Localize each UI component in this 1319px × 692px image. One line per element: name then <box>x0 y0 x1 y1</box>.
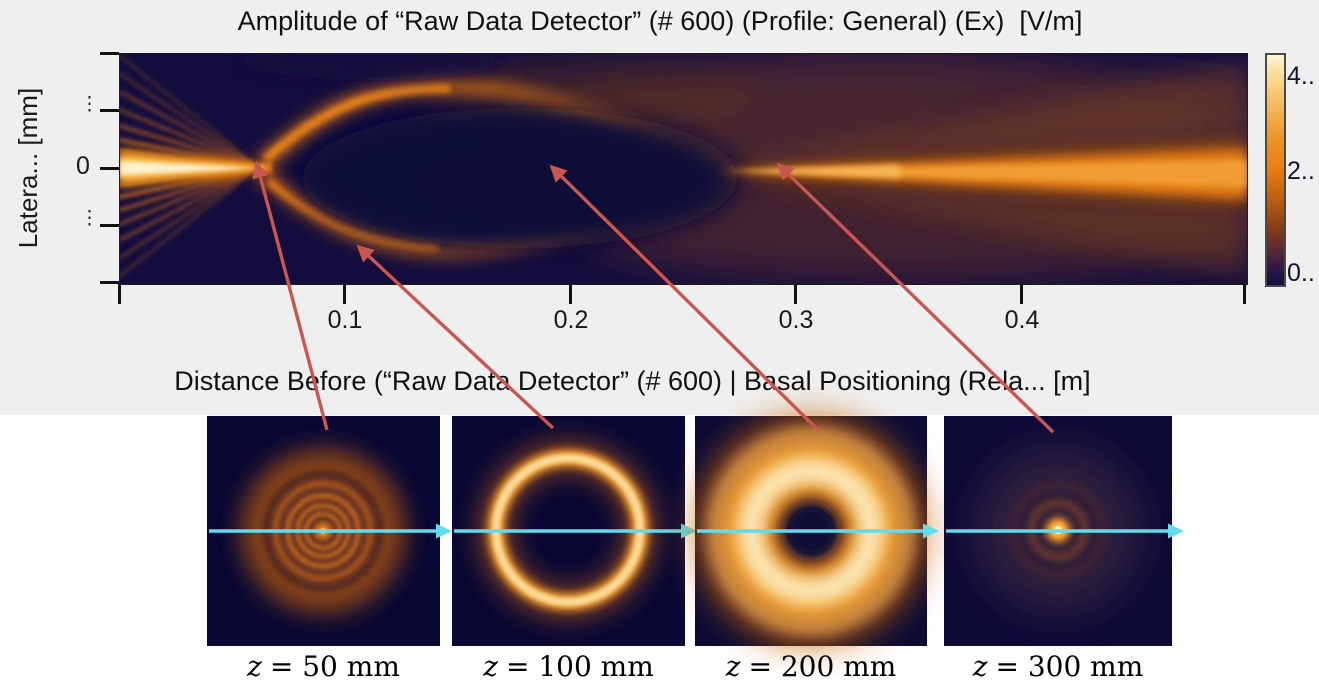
beam-propagation-heatmap <box>120 54 1247 284</box>
x-tick <box>794 284 797 304</box>
z-value: = 50 mm <box>269 650 400 683</box>
y-tick <box>100 52 119 55</box>
x-tick-label: 0.3 <box>778 306 814 334</box>
heatmap-canvas[interactable] <box>119 53 1248 285</box>
plot-panel: Amplitude of “Raw Data Detector” (# 600)… <box>0 0 1319 415</box>
colorbar-tick-label: 2.. <box>1287 157 1315 185</box>
y-tick <box>100 224 119 227</box>
x-tick <box>343 284 346 304</box>
y-tick-label-truncated: ⋮ <box>80 208 99 229</box>
x-tick-label: 0.2 <box>553 306 589 334</box>
colorbar-tick-label: 0.. <box>1287 259 1315 287</box>
inset-z50 <box>207 416 452 646</box>
x-tick <box>1243 284 1246 304</box>
y-axis-label: Latera... [mm] <box>13 87 43 249</box>
beam-axis-arrow <box>209 523 452 539</box>
inset-z300 <box>944 416 1184 646</box>
z-value: = 100 mm <box>505 650 654 683</box>
beam-axis-arrow <box>946 523 1184 539</box>
axial-null <box>302 108 738 248</box>
y-tick-label-truncated: ⋮ <box>80 94 99 115</box>
x-tick-label: 0.1 <box>327 306 363 334</box>
inset-z200 <box>695 416 939 646</box>
z-value: = 300 mm <box>995 650 1144 683</box>
y-tick <box>100 281 119 284</box>
inset-z100 <box>452 416 697 646</box>
z-symbol: z <box>725 650 741 683</box>
z-symbol: z <box>247 650 262 683</box>
line-focus <box>120 149 270 187</box>
x-axis-label: Distance Before (“Raw Data Detector” (# … <box>174 366 1091 396</box>
x-tick-label: 0.4 <box>1004 306 1040 334</box>
inset-caption-z100: z = 100 mm <box>452 650 685 683</box>
inset-caption-z50: z = 50 mm <box>207 650 440 683</box>
y-tick-label-zero: 0 <box>76 152 90 180</box>
colorbar <box>1265 53 1286 287</box>
x-tick <box>118 284 121 304</box>
inset-caption-z200: z = 200 mm <box>695 650 927 683</box>
z-symbol: z <box>483 650 498 683</box>
beam-axis-arrow <box>697 523 939 539</box>
colorbar-tick-label: 4.. <box>1287 62 1315 90</box>
x-tick <box>1020 284 1023 304</box>
beam-axis-arrow <box>454 523 697 539</box>
z-symbol: z <box>972 650 988 683</box>
y-tick <box>100 167 119 170</box>
plot-title: Amplitude of “Raw Data Detector” (# 600)… <box>237 6 1083 36</box>
x-tick <box>569 284 572 304</box>
y-tick <box>100 109 119 112</box>
inset-caption-z300: z = 300 mm <box>944 650 1172 683</box>
z-value: = 200 mm <box>748 650 897 683</box>
